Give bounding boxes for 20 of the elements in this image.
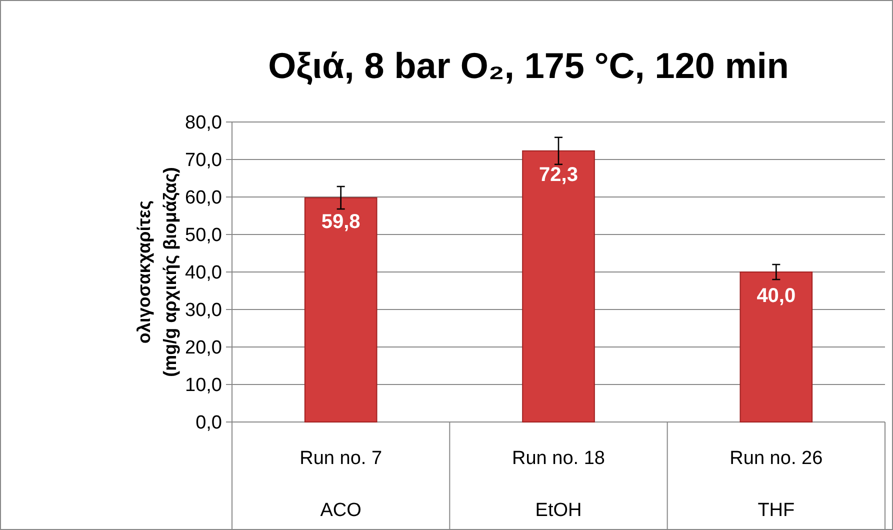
- category-label: Run no. 18 EtOH: [512, 448, 605, 521]
- y-tick-label: 10,0: [185, 375, 222, 396]
- y-tick-label: 20,0: [185, 338, 222, 359]
- y-tick-label: 0,0: [196, 412, 222, 434]
- data-label: 40,0: [756, 285, 796, 307]
- bar: [304, 197, 378, 422]
- y-tick-label: 70,0: [185, 150, 222, 172]
- bar: [740, 272, 813, 422]
- bar: [522, 150, 595, 422]
- y-tick-label: 50,0: [185, 225, 222, 246]
- y-tick-label: 40,0: [185, 262, 222, 284]
- data-label: 59,8: [321, 210, 360, 233]
- y-tick-label: 80,0: [185, 112, 222, 134]
- category-label: Run no. 7 ACO: [300, 448, 382, 521]
- y-tick-label: 30,0: [185, 300, 222, 322]
- y-axis-title: ολιγοσακχαρίτες (mg/g αρχικής βιομάζας): [134, 167, 180, 377]
- data-label: 72,3: [539, 164, 578, 186]
- chart-title: Οξιά, 8 bar O₂, 175 °C, 120 min: [268, 45, 789, 86]
- y-tick-label: 60,0: [185, 188, 222, 209]
- category-label: Run no. 26 THF: [730, 448, 823, 521]
